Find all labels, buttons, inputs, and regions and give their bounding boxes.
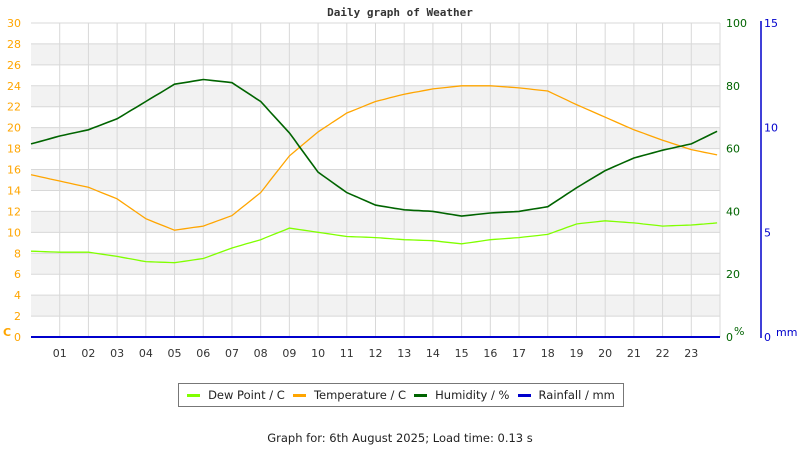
legend-item-humidity: Humidity / % xyxy=(414,388,509,402)
humidity-tick: 40 xyxy=(726,205,740,218)
temperature-tick: 6 xyxy=(14,268,21,281)
hour-tick: 21 xyxy=(627,347,641,360)
humidity-axis: 0 20 40 60 80 100% xyxy=(726,17,747,344)
temperature-swatch-icon xyxy=(292,393,306,397)
temperature-tick: 22 xyxy=(7,101,21,114)
hour-tick: 04 xyxy=(139,347,153,360)
hour-tick: 08 xyxy=(254,347,268,360)
dew-point-swatch-icon xyxy=(187,393,201,397)
hour-axis: 01 02 03 04 05 06 07 08 09 10 11 12 13 14 15 16 17 18 19 20… xyxy=(53,347,699,360)
temperature-tick: 24 xyxy=(7,80,21,93)
hour-tick: 14 xyxy=(426,347,440,360)
hour-tick: 09 xyxy=(282,347,296,360)
hour-tick: 20 xyxy=(598,347,612,360)
humidity-tick: 60 xyxy=(726,143,740,156)
hour-tick: 12 xyxy=(369,347,383,360)
rainfall-tick: 10 xyxy=(764,122,778,135)
hour-tick: 13 xyxy=(397,347,411,360)
hour-tick: 01 xyxy=(53,347,67,360)
temperature-tick: 20 xyxy=(7,122,21,135)
hour-tick: 15 xyxy=(455,347,469,360)
hour-tick: 18 xyxy=(541,347,555,360)
dew-point-line xyxy=(30,220,718,264)
hour-tick: 16 xyxy=(483,347,497,360)
humidity-tick: 20 xyxy=(726,268,740,281)
legend-item-rainfall: Rainfall / mm xyxy=(517,388,615,402)
rainfall-axis: 0 5 10 15 mm xyxy=(760,17,797,344)
temperature-tick: 26 xyxy=(7,59,21,72)
humidity-unit-label: % xyxy=(734,325,744,338)
legend-label: Dew Point / C xyxy=(208,388,285,402)
rainfall-unit-label: mm xyxy=(776,326,797,339)
temperature-tick: 0 xyxy=(14,331,21,344)
hour-tick: 10 xyxy=(311,347,325,360)
temperature-tick: 28 xyxy=(7,38,21,51)
temperature-tick: 4 xyxy=(14,289,21,302)
humidity-swatch-icon xyxy=(414,393,428,397)
temperature-line xyxy=(30,85,718,231)
temperature-tick: 10 xyxy=(7,226,21,239)
hour-tick: 22 xyxy=(656,347,670,360)
data-series xyxy=(30,78,720,338)
rainfall-tick: 5 xyxy=(764,226,771,239)
hour-tick: 11 xyxy=(340,347,354,360)
legend: Dew Point / C Temperature / C Humidity /… xyxy=(178,383,624,407)
legend-item-temperature: Temperature / C xyxy=(292,388,407,402)
hour-tick: 05 xyxy=(168,347,182,360)
legend-item-dew-point: Dew Point / C xyxy=(187,388,285,402)
humidity-tick: 80 xyxy=(726,80,740,93)
rainfall-tick: 15 xyxy=(764,17,778,30)
temperature-tick: 2 xyxy=(14,310,21,323)
chart-title: Daily graph of Weather xyxy=(327,6,473,19)
humidity-tick: 0 xyxy=(726,331,733,344)
rainfall-tick: 0 xyxy=(764,331,771,344)
legend-label: Temperature / C xyxy=(313,388,407,402)
legend-label: Humidity / % xyxy=(435,388,510,402)
temperature-tick: 12 xyxy=(7,205,21,218)
temperature-tick: 8 xyxy=(14,247,21,260)
hour-tick: 06 xyxy=(196,347,210,360)
hour-tick: 23 xyxy=(684,347,698,360)
temperature-unit-label: C xyxy=(3,326,11,339)
temperature-tick: 16 xyxy=(7,164,21,177)
hour-tick: 19 xyxy=(569,347,583,360)
temperature-tick: 14 xyxy=(7,184,21,197)
graph-footer: Graph for: 6th August 2025; Load time: 0… xyxy=(267,431,533,445)
temperature-tick: 30 xyxy=(7,17,21,30)
legend-label: Rainfall / mm xyxy=(538,388,615,402)
humidity-line xyxy=(30,78,718,217)
humidity-tick: 100 xyxy=(726,17,747,30)
rainfall-swatch-icon xyxy=(517,393,531,397)
hour-tick: 02 xyxy=(81,347,95,360)
hour-tick: 03 xyxy=(110,347,124,360)
temperature-tick: 18 xyxy=(7,143,21,156)
hour-tick: 17 xyxy=(512,347,526,360)
hour-tick: 07 xyxy=(225,347,239,360)
